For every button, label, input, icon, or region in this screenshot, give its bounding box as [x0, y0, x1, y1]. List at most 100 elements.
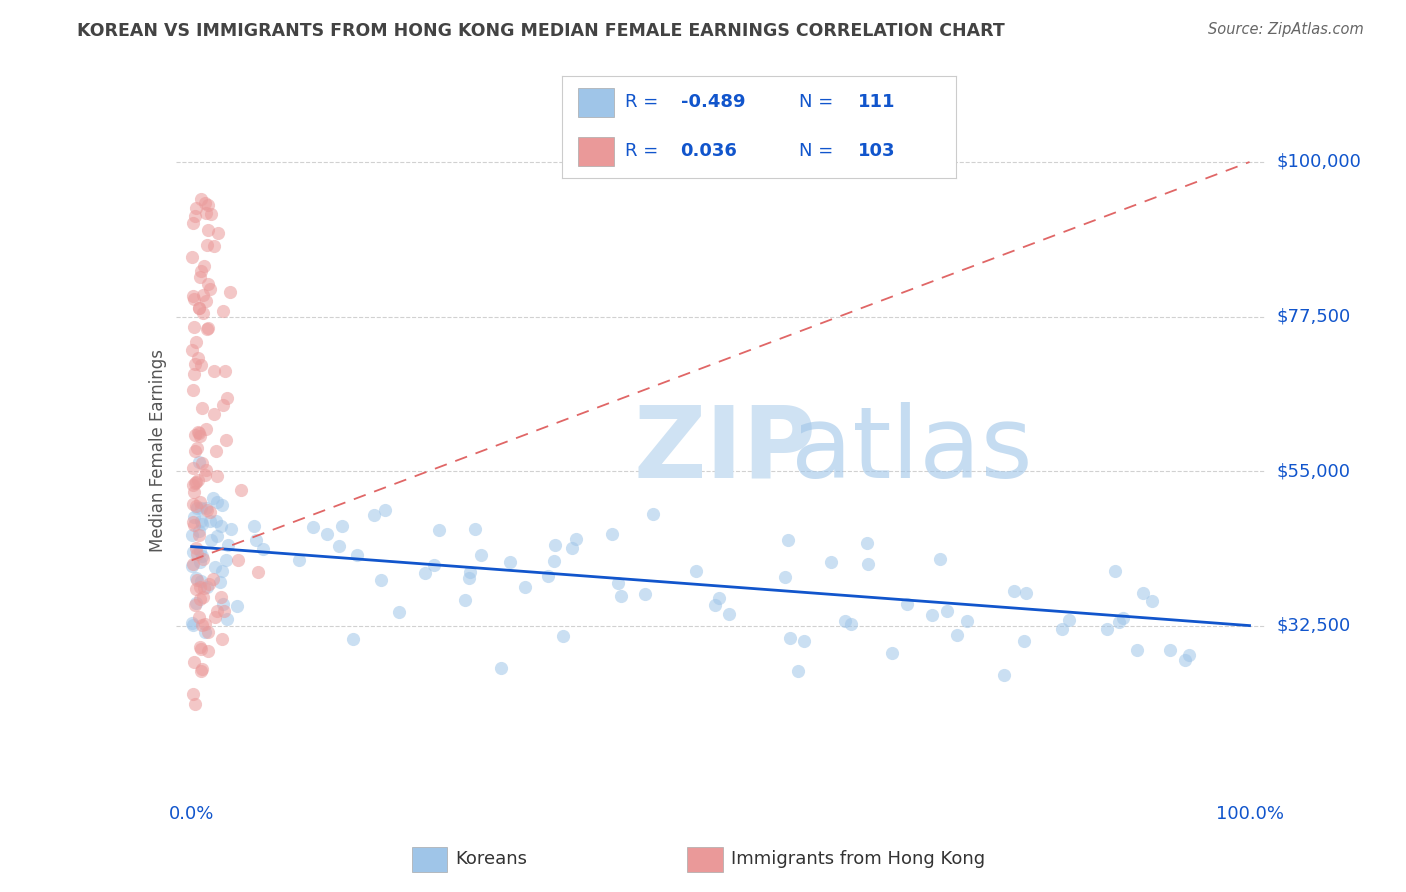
Point — [188, 555, 211, 569]
Point — [181, 618, 204, 632]
Point — [204, 443, 226, 458]
Point — [787, 664, 810, 678]
Text: $77,500: $77,500 — [1277, 308, 1351, 326]
Point — [921, 607, 943, 622]
Point — [186, 571, 208, 585]
Point — [1012, 634, 1035, 648]
Point — [197, 223, 219, 237]
Point — [183, 518, 205, 533]
Point — [200, 207, 222, 221]
Text: $32,500: $32,500 — [1277, 616, 1351, 634]
Point — [207, 226, 229, 240]
Point — [183, 320, 205, 334]
Point — [187, 301, 209, 316]
Text: N =: N = — [799, 93, 832, 111]
Point — [183, 515, 205, 529]
Point — [195, 580, 218, 594]
Point — [198, 282, 221, 296]
Point — [820, 555, 842, 569]
Text: 103: 103 — [858, 142, 896, 161]
Text: -0.489: -0.489 — [681, 93, 745, 111]
Point — [209, 519, 232, 533]
Text: 111: 111 — [858, 93, 896, 111]
Point — [993, 667, 1015, 681]
Point — [181, 460, 204, 475]
Point — [1174, 653, 1197, 667]
Point — [187, 473, 209, 487]
Point — [1108, 615, 1130, 630]
Point — [190, 269, 212, 284]
Point — [181, 528, 204, 542]
Point — [193, 259, 215, 273]
Point — [187, 301, 209, 315]
Point — [225, 599, 247, 613]
Point — [1057, 613, 1080, 627]
Point — [205, 529, 228, 543]
Point — [453, 593, 475, 607]
Point — [191, 551, 214, 566]
Point — [197, 197, 219, 211]
Point — [183, 292, 205, 306]
Point — [181, 687, 204, 701]
Point — [211, 632, 233, 646]
Point — [945, 627, 967, 641]
Text: KOREAN VS IMMIGRANTS FROM HONG KONG MEDIAN FEMALE EARNINGS CORRELATION CHART: KOREAN VS IMMIGRANTS FROM HONG KONG MEDI… — [77, 22, 1005, 40]
Point — [191, 549, 214, 563]
Point — [181, 250, 204, 264]
Point — [184, 335, 207, 350]
Point — [181, 497, 204, 511]
Point — [194, 625, 217, 640]
Point — [181, 383, 204, 397]
Point — [856, 557, 879, 571]
Point — [183, 444, 205, 458]
Point — [184, 357, 207, 371]
Point — [207, 604, 229, 618]
Point — [184, 598, 207, 612]
Point — [186, 441, 208, 455]
Point — [363, 508, 385, 522]
Point — [252, 541, 274, 556]
Point — [181, 477, 204, 491]
Point — [499, 555, 522, 569]
Point — [211, 498, 233, 512]
Bar — [412, 847, 447, 872]
Point — [191, 662, 214, 676]
Point — [561, 541, 583, 556]
Point — [217, 612, 239, 626]
Y-axis label: Median Female Earnings: Median Female Earnings — [149, 349, 167, 552]
Point — [183, 367, 205, 381]
Point — [180, 343, 202, 358]
Text: $55,000: $55,000 — [1277, 462, 1351, 480]
Point — [201, 491, 224, 505]
Point — [181, 289, 204, 303]
Point — [211, 564, 233, 578]
Point — [415, 566, 437, 581]
Point — [190, 517, 212, 532]
Point — [211, 597, 233, 611]
Point — [190, 641, 212, 656]
Point — [188, 610, 211, 624]
Point — [288, 553, 311, 567]
Point — [202, 572, 225, 586]
Point — [187, 425, 209, 440]
Point — [346, 548, 368, 562]
Text: atlas: atlas — [792, 402, 1033, 499]
Point — [929, 551, 952, 566]
Point — [212, 604, 235, 618]
Point — [551, 629, 574, 643]
Point — [193, 467, 215, 482]
Text: R =: R = — [626, 93, 658, 111]
Point — [841, 616, 863, 631]
Point — [195, 463, 218, 477]
Point — [209, 590, 232, 604]
Point — [718, 607, 741, 621]
Point — [195, 503, 218, 517]
Point — [880, 646, 903, 660]
Point — [184, 541, 207, 555]
Point — [204, 560, 226, 574]
Point — [195, 206, 218, 220]
Point — [330, 519, 353, 533]
Point — [183, 209, 205, 223]
Point — [217, 538, 239, 552]
Point — [856, 536, 879, 550]
